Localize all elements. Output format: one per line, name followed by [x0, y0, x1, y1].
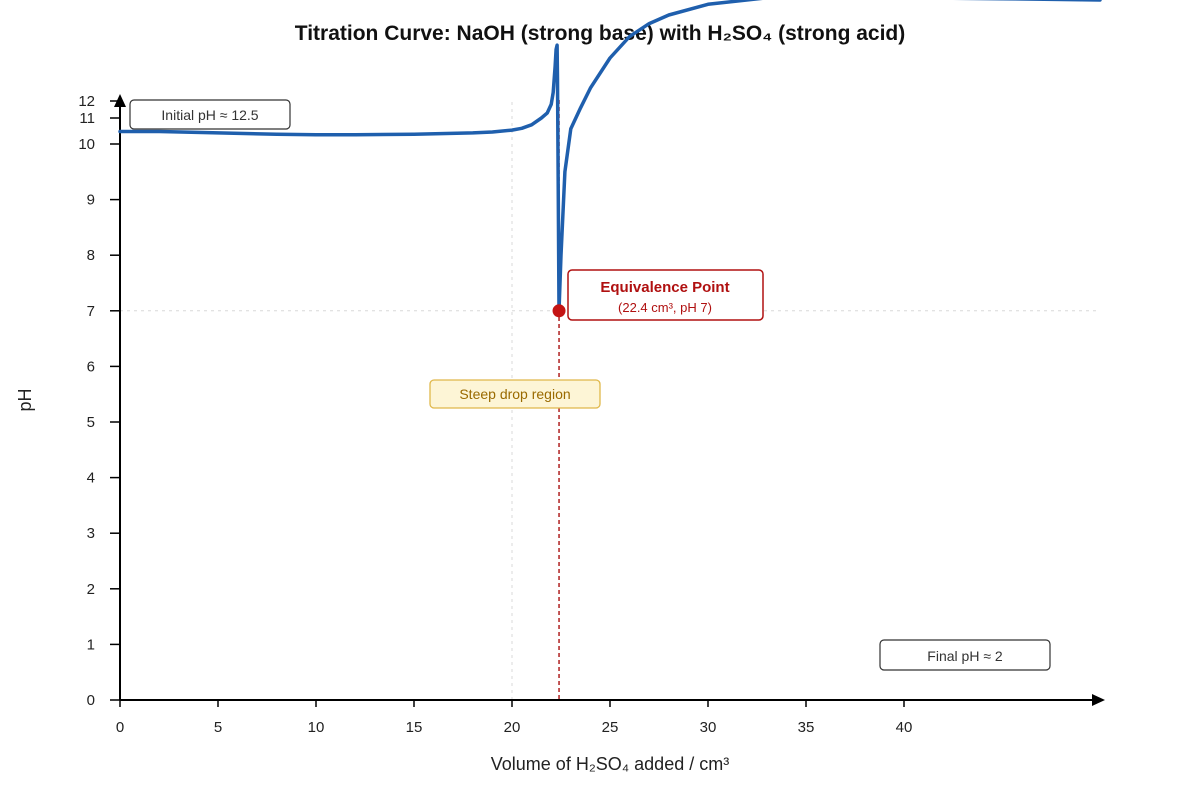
equivalence-subtitle: (22.4 cm³, pH 7) [618, 300, 712, 315]
equivalence-annotation: Equivalence Point (22.4 cm³, pH 7) [567, 269, 764, 321]
x-axis-arrow-icon [1092, 694, 1105, 706]
y-tick-label: 12 [78, 93, 95, 110]
y-tick-label: 3 [87, 525, 95, 542]
chart-title: Titration Curve: NaOH (strong base) with… [295, 22, 906, 45]
equivalence-title: Equivalence Point [600, 279, 729, 296]
steep-drop-box [429, 379, 601, 409]
initial-ph-label: Initial pH ≈ 12.5 [161, 107, 258, 123]
x-tick-label: 5 [214, 719, 222, 736]
x-tick-label: 10 [308, 719, 325, 736]
y-tick-label: 1 [87, 636, 95, 653]
x-tick-label: 20 [504, 719, 521, 736]
x-tick-label: 40 [896, 719, 913, 736]
y-tick-label: 7 [87, 303, 95, 320]
equivalence-box [567, 269, 764, 321]
x-ticks: 0 5 10 15 20 25 30 35 40 [116, 700, 913, 736]
y-tick-label: 8 [87, 247, 95, 264]
y-tick-label: 6 [87, 358, 95, 375]
x-tick-label: 25 [602, 719, 619, 736]
y-tick-label: 5 [87, 414, 95, 431]
y-tick-label: 4 [87, 470, 95, 487]
steep-drop-annotation: Steep drop region [429, 379, 601, 409]
y-tick-label: 9 [87, 192, 95, 209]
y-tick-label: 0 [87, 692, 95, 709]
final-ph-box [879, 639, 1051, 671]
initial-ph-box [129, 99, 291, 130]
final-ph-annotation: Final pH ≈ 2 [879, 639, 1051, 671]
x-tick-label: 15 [406, 719, 423, 736]
x-tick-label: 35 [798, 719, 815, 736]
y-axis-label: pH [15, 388, 35, 411]
final-ph-label: Final pH ≈ 2 [927, 648, 1003, 664]
x-tick-label: 30 [700, 719, 717, 736]
x-tick-label: 0 [116, 719, 124, 736]
y-tick-label: 10 [78, 136, 95, 153]
y-tick-label: 2 [87, 581, 95, 598]
initial-ph-annotation: Initial pH ≈ 12.5 [129, 99, 291, 130]
y-tick-label: 11 [79, 110, 95, 127]
series-line [118, 0, 1102, 313]
equivalence-point-marker [552, 304, 566, 318]
x-axis-label: Volume of H₂SO₄ added / cm³ [491, 754, 729, 774]
steep-drop-label: Steep drop region [459, 386, 570, 402]
